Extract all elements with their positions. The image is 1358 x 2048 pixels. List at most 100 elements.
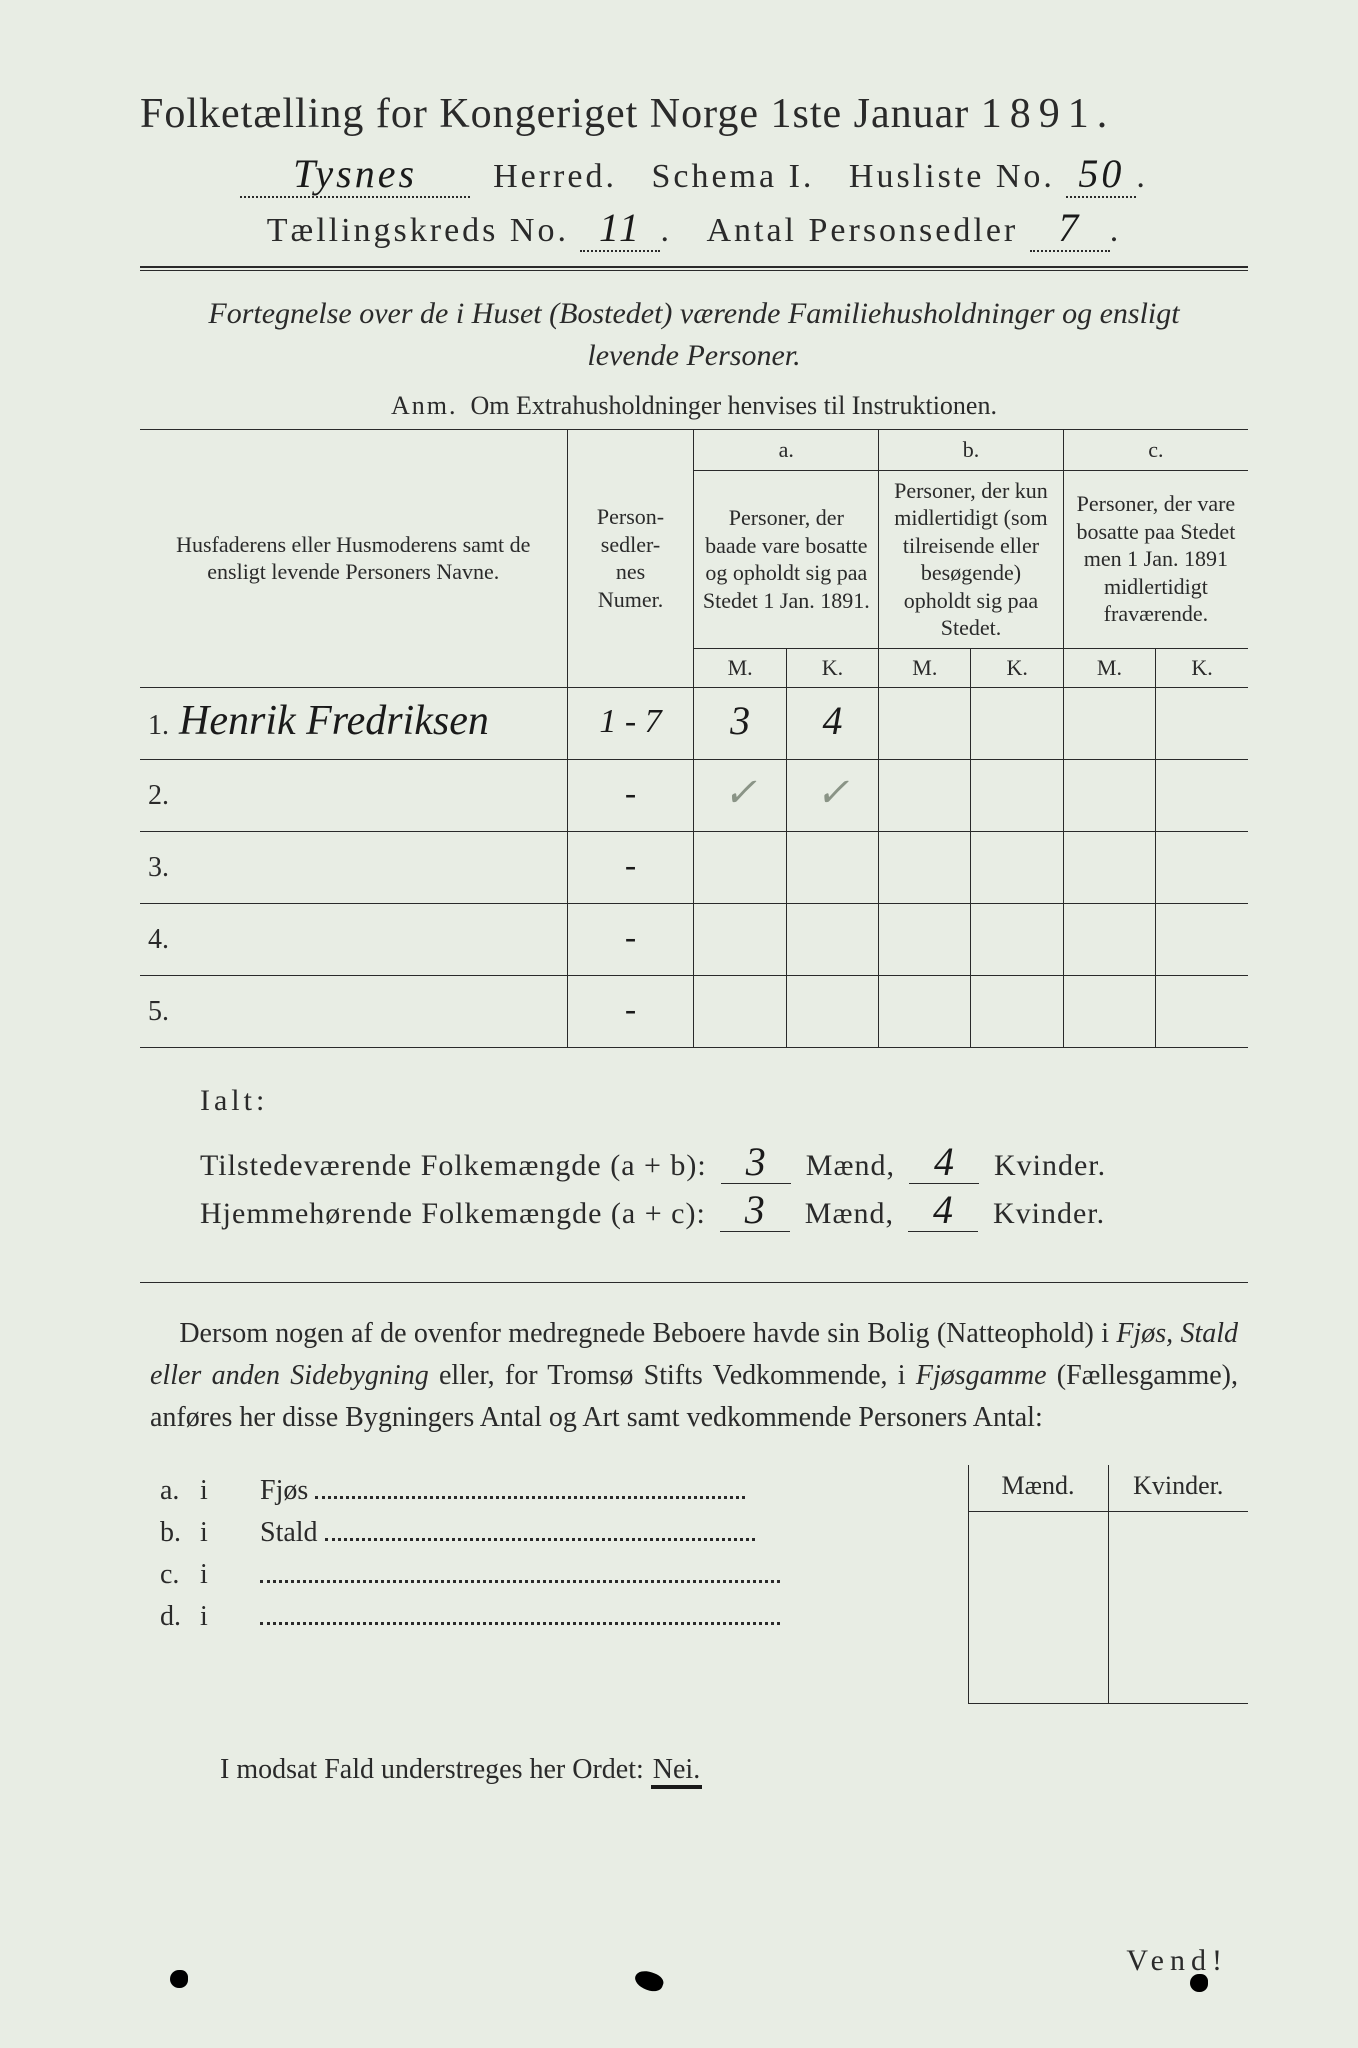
page-title: Folketælling for Kongeriget Norge 1ste J… bbox=[140, 90, 1248, 138]
bygning-section: a.iFjøs b.iStald c.i d.i Mænd. Kvinder. bbox=[140, 1465, 1248, 1704]
bygn-th-maend: Mænd. bbox=[968, 1465, 1108, 1512]
cell-aK: 4 bbox=[786, 687, 878, 759]
th-bM: M. bbox=[879, 648, 971, 687]
ialt-block: Ialt: Tilstedeværende Folkemængde (a + b… bbox=[200, 1084, 1248, 1232]
cell-name: 3. bbox=[140, 831, 567, 903]
kvinder-label: Kvinder. bbox=[993, 1197, 1105, 1230]
cell-num: - bbox=[567, 831, 694, 903]
bygn-cell bbox=[968, 1559, 1108, 1607]
ialt-r2-pre: Hjemmehørende Folkemængde (a + c): bbox=[200, 1197, 706, 1230]
subtitle-1: Fortegnelse over de i Huset (Bostedet) v… bbox=[208, 297, 1179, 330]
maend-label: Mænd, bbox=[805, 1197, 894, 1230]
bygn-cell bbox=[968, 1655, 1108, 1703]
cell-cK bbox=[1156, 831, 1248, 903]
bygn-row: c.i bbox=[160, 1559, 958, 1591]
cell-cM bbox=[1063, 759, 1155, 831]
ialt-r1-k: 4 bbox=[934, 1146, 955, 1178]
th-cM: M. bbox=[1063, 648, 1155, 687]
ialt-row-2: Hjemmehørende Folkemængde (a + c): 3 Mæn… bbox=[200, 1194, 1248, 1232]
title-year: 1891. bbox=[981, 91, 1116, 137]
cell-num: - bbox=[567, 759, 694, 831]
cell-cM bbox=[1063, 903, 1155, 975]
cell-cM bbox=[1063, 975, 1155, 1047]
th-c-text: Personer, der vare bosatte paa Stedet me… bbox=[1076, 491, 1235, 626]
vend-label: Vend! bbox=[1126, 1944, 1228, 1978]
cell-aK: ✓ bbox=[786, 759, 878, 831]
th-a: Personer, der baade vare bosatte og opho… bbox=[694, 470, 879, 648]
cell-bM bbox=[879, 759, 971, 831]
census-table: Husfaderens eller Husmoderens samt de en… bbox=[140, 430, 1248, 1048]
anm-label: Anm. bbox=[391, 391, 458, 420]
ialt-r1-pre: Tilstedeværende Folkemængde (a + b): bbox=[200, 1149, 707, 1182]
kreds-label: Tællingskreds No. bbox=[267, 212, 569, 249]
header-line-3: Tællingskreds No. 11 . Antal Personsedle… bbox=[140, 212, 1248, 252]
ialt-row-1: Tilstedeværende Folkemængde (a + b): 3 M… bbox=[200, 1146, 1248, 1184]
cell-aK bbox=[786, 831, 878, 903]
inkblot-icon bbox=[1190, 1974, 1208, 1992]
th-cK: K. bbox=[1156, 648, 1248, 687]
table-row: 4.- bbox=[140, 903, 1248, 975]
schema-label: Schema I. bbox=[651, 158, 814, 195]
cell-aM: ✓ bbox=[694, 759, 786, 831]
cell-num: - bbox=[567, 975, 694, 1047]
divider bbox=[140, 266, 1248, 271]
bygning-paragraph: Dersom nogen af de ovenfor medregnede Be… bbox=[150, 1313, 1238, 1439]
th-num: Person- sedler- nes Numer. bbox=[567, 430, 694, 687]
cell-num: 1 - 7 bbox=[567, 687, 694, 759]
title-main: Folketælling for Kongeriget Norge 1ste J… bbox=[140, 91, 969, 137]
bygn-cell bbox=[1108, 1511, 1248, 1559]
kreds-value: 11 bbox=[599, 212, 642, 244]
bygn-row: b.iStald bbox=[160, 1517, 958, 1549]
bygn-row: d.i bbox=[160, 1601, 958, 1633]
bygn-cell bbox=[968, 1511, 1108, 1559]
cell-cK bbox=[1156, 975, 1248, 1047]
cell-bM bbox=[879, 903, 971, 975]
cell-bM bbox=[879, 831, 971, 903]
cell-aM: 3 bbox=[694, 687, 786, 759]
cell-bK bbox=[971, 759, 1063, 831]
cell-num: - bbox=[567, 903, 694, 975]
cell-cK bbox=[1156, 759, 1248, 831]
modsat-pre: I modsat Fald understreges her Ordet: bbox=[220, 1754, 644, 1785]
cell-name: 1.Henrik Fredriksen bbox=[140, 687, 567, 759]
cell-bM bbox=[879, 687, 971, 759]
table-row: 3.- bbox=[140, 831, 1248, 903]
bygn-row: a.iFjøs bbox=[160, 1475, 958, 1507]
herred-value: Tysnes bbox=[293, 158, 417, 190]
ialt-r2-m: 3 bbox=[745, 1194, 766, 1226]
husliste-value: 50 bbox=[1078, 158, 1124, 190]
cell-cK bbox=[1156, 687, 1248, 759]
cell-bK bbox=[971, 831, 1063, 903]
bygn-th-kvinder: Kvinder. bbox=[1108, 1465, 1248, 1512]
inkblot-icon bbox=[170, 1970, 188, 1988]
table-row: 5.- bbox=[140, 975, 1248, 1047]
th-aM: M. bbox=[694, 648, 786, 687]
th-b-text: Personer, der kun midlertidigt (som tilr… bbox=[894, 478, 1048, 641]
table-row: 1.Henrik Fredriksen1 - 734 bbox=[140, 687, 1248, 759]
th-a-label: a. bbox=[694, 430, 879, 470]
cell-name: 4. bbox=[140, 903, 567, 975]
divider bbox=[140, 1282, 1248, 1283]
ialt-r2-k: 4 bbox=[933, 1194, 954, 1226]
cell-aK bbox=[786, 903, 878, 975]
modsat-line: I modsat Fald understreges her Ordet: Ne… bbox=[220, 1754, 1248, 1786]
kvinder-label: Kvinder. bbox=[994, 1149, 1106, 1182]
bygn-cell bbox=[1108, 1655, 1248, 1703]
th-b: Personer, der kun midlertidigt (som tilr… bbox=[879, 470, 1064, 648]
cell-bK bbox=[971, 975, 1063, 1047]
subtitle: Fortegnelse over de i Huset (Bostedet) v… bbox=[170, 293, 1218, 377]
cell-bK bbox=[971, 687, 1063, 759]
bygn-cell bbox=[968, 1607, 1108, 1655]
th-aK: K. bbox=[786, 648, 878, 687]
th-c: Personer, der vare bosatte paa Stedet me… bbox=[1063, 470, 1248, 648]
table-row: 2.-✓✓ bbox=[140, 759, 1248, 831]
cell-bM bbox=[879, 975, 971, 1047]
cell-aM bbox=[694, 831, 786, 903]
cell-bK bbox=[971, 903, 1063, 975]
ialt-label: Ialt: bbox=[200, 1084, 268, 1118]
husliste-label: Husliste No. bbox=[849, 158, 1055, 195]
nei-word: Nei. bbox=[651, 1754, 702, 1789]
antal-label: Antal Personsedler bbox=[706, 212, 1018, 249]
cell-cM bbox=[1063, 687, 1155, 759]
cell-name: 5. bbox=[140, 975, 567, 1047]
